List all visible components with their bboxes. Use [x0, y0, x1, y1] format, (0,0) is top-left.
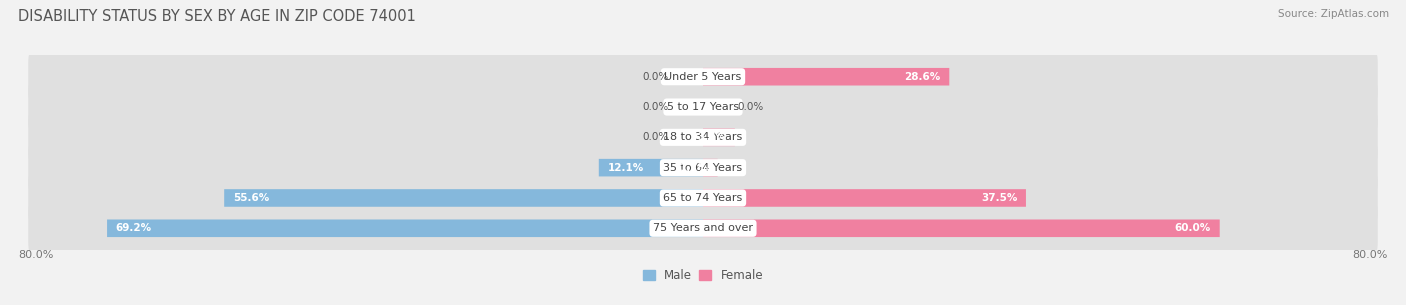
Text: 80.0%: 80.0%: [18, 250, 53, 260]
FancyBboxPatch shape: [703, 189, 1026, 207]
Text: 80.0%: 80.0%: [1353, 250, 1388, 260]
FancyBboxPatch shape: [703, 220, 1219, 237]
FancyBboxPatch shape: [703, 68, 949, 85]
Text: DISABILITY STATUS BY SEX BY AGE IN ZIP CODE 74001: DISABILITY STATUS BY SEX BY AGE IN ZIP C…: [18, 9, 416, 24]
Text: 65 to 74 Years: 65 to 74 Years: [664, 193, 742, 203]
Text: 18 to 34 Years: 18 to 34 Years: [664, 132, 742, 142]
FancyBboxPatch shape: [224, 189, 703, 207]
FancyBboxPatch shape: [28, 143, 1378, 192]
Text: 3.7%: 3.7%: [697, 132, 727, 142]
Legend: Male, Female: Male, Female: [638, 265, 768, 287]
Text: 37.5%: 37.5%: [981, 193, 1018, 203]
FancyBboxPatch shape: [28, 203, 1378, 253]
Text: 69.2%: 69.2%: [115, 223, 152, 233]
Text: 60.0%: 60.0%: [1175, 223, 1211, 233]
Text: Source: ZipAtlas.com: Source: ZipAtlas.com: [1278, 9, 1389, 19]
FancyBboxPatch shape: [703, 159, 717, 177]
Text: 0.0%: 0.0%: [643, 72, 669, 82]
Text: 0.0%: 0.0%: [643, 102, 669, 112]
FancyBboxPatch shape: [28, 113, 1378, 162]
Text: 35 to 64 Years: 35 to 64 Years: [664, 163, 742, 173]
Text: 75 Years and over: 75 Years and over: [652, 223, 754, 233]
FancyBboxPatch shape: [107, 220, 703, 237]
Text: 0.0%: 0.0%: [643, 132, 669, 142]
Text: 12.1%: 12.1%: [607, 163, 644, 173]
FancyBboxPatch shape: [28, 52, 1378, 102]
Text: 55.6%: 55.6%: [233, 193, 269, 203]
Text: Under 5 Years: Under 5 Years: [665, 72, 741, 82]
FancyBboxPatch shape: [703, 128, 735, 146]
Text: 28.6%: 28.6%: [904, 72, 941, 82]
FancyBboxPatch shape: [28, 173, 1378, 223]
Text: 1.7%: 1.7%: [681, 163, 709, 173]
Text: 5 to 17 Years: 5 to 17 Years: [666, 102, 740, 112]
FancyBboxPatch shape: [599, 159, 703, 177]
FancyBboxPatch shape: [28, 82, 1378, 132]
Text: 0.0%: 0.0%: [738, 102, 763, 112]
